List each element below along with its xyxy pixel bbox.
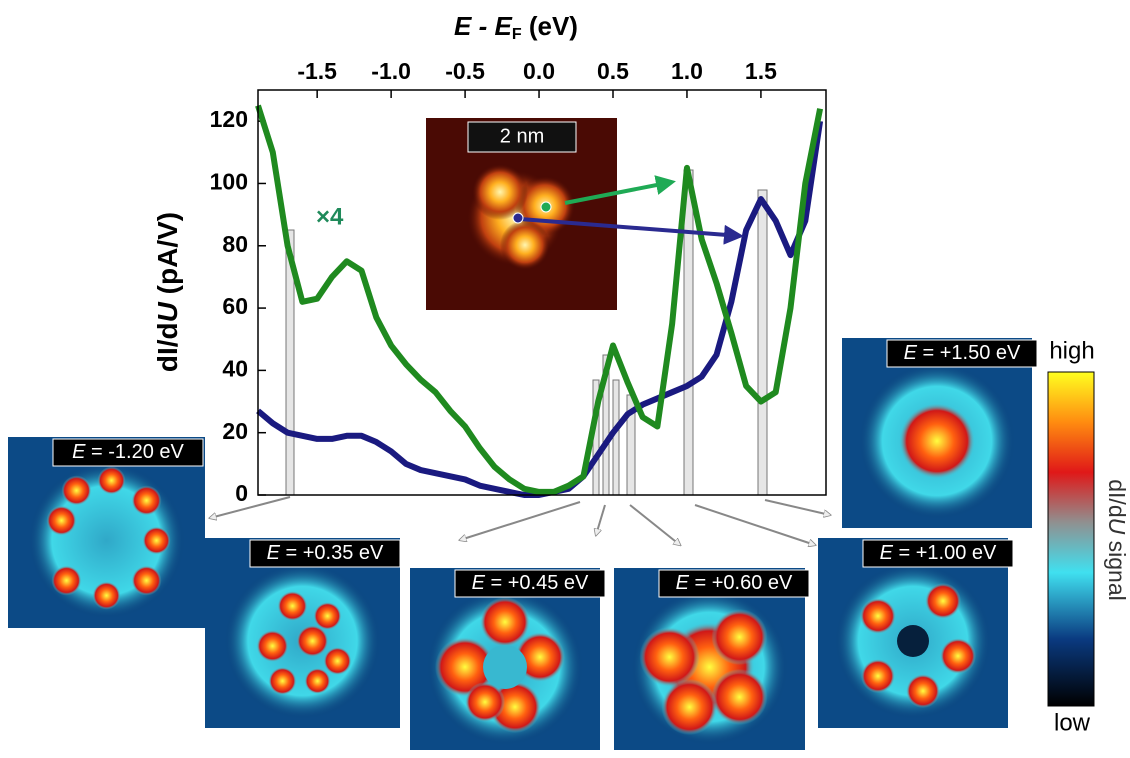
map-panel: E = +1.50 eV [842,338,1037,528]
map-blob [132,566,162,596]
map-panel: E = +0.45 eV [410,568,605,750]
map-blob [93,582,121,610]
map-blob [861,659,895,693]
map-label-text: = +1.50 eV [923,342,1022,364]
x-tick-label: -1.5 [297,58,337,84]
map-label: E = +0.45 eV [472,572,589,594]
map-blob [257,630,289,662]
map-blob [62,476,92,506]
map-blob [132,486,162,516]
map-label-var: E [72,441,86,463]
map-blob [47,506,77,536]
x-tick-label: -0.5 [445,58,485,84]
figure: E - EF (eV) dI/dU (pA/V) -1.5 -1.0 -0.5 0.0… [0,0,1130,753]
y-tick-label: 100 [210,169,248,195]
map-label-text: = +1.00 eV [899,542,998,564]
x-tick-label: 1.5 [745,58,777,84]
map-label-text: = +0.35 eV [286,542,385,564]
y-tick-label: 0 [235,480,248,506]
map-label: E = +1.50 eV [904,342,1021,364]
colorbar-high: high [1049,337,1094,364]
map-arrows [210,497,830,545]
map-label: E = -1.20 eV [72,441,184,463]
map-label-text: = +0.60 eV [695,572,794,594]
map-center [483,645,527,689]
scale-bar-label: 2 nm [500,125,544,147]
map-blob [143,527,171,555]
map-center [897,625,929,657]
map-panel: E = +0.35 eV [205,538,400,728]
y-tick-label: 120 [210,106,248,132]
map-blob [860,598,896,634]
x-tick-label: 1.0 [671,58,703,84]
map-label: E = +0.60 eV [676,572,793,594]
map-blob [98,467,126,495]
y-tick-label: 80 [222,231,248,257]
map-label: E = +0.35 eV [267,542,384,564]
map-blob [314,602,342,630]
map-blob [278,591,308,621]
map-blob [899,403,975,479]
map-label-var: E [472,572,486,594]
map-blob [269,667,297,695]
map-blob [297,625,329,657]
scale-annotation: ×4 [316,203,344,230]
map-panel: E = +0.60 eV [614,568,809,750]
y-tick-label: 60 [222,293,248,319]
map-label-var: E [676,572,690,594]
y-axis-title: dI/dU (pA/V) [152,212,183,372]
map-label-text: = +0.45 eV [491,572,590,594]
map-blob [712,609,768,665]
map-label-var: E [267,542,281,564]
map-panel: E = +1.00 eV [818,538,1013,728]
map-blob [305,668,331,694]
map-blob [712,669,768,725]
colorbar [1048,372,1094,706]
colorbar-label: dI/dU signal [1104,479,1130,601]
map-label-var: E [904,342,918,364]
x-tick-label: 0.5 [597,58,629,84]
map-blob [940,638,976,674]
map-label: E = +1.00 eV [880,542,997,564]
map-blob [324,647,352,675]
map-blob [640,627,700,687]
map-blob [52,566,82,596]
map-label-text: = -1.20 eV [91,441,185,463]
colorbar-low: low [1054,709,1091,736]
x-tick-label: -1.0 [371,58,411,84]
map-blob [906,674,940,708]
map-blob [925,583,961,619]
x-tick-label: 0.0 [523,58,555,84]
y-tick-label: 20 [222,418,248,444]
map-blob [662,679,718,735]
y-tick-label: 40 [222,355,248,381]
map-label-var: E [880,542,894,564]
x-axis-title: E - EF (eV) [454,11,578,48]
map-panel: E = -1.20 eV [8,437,205,628]
